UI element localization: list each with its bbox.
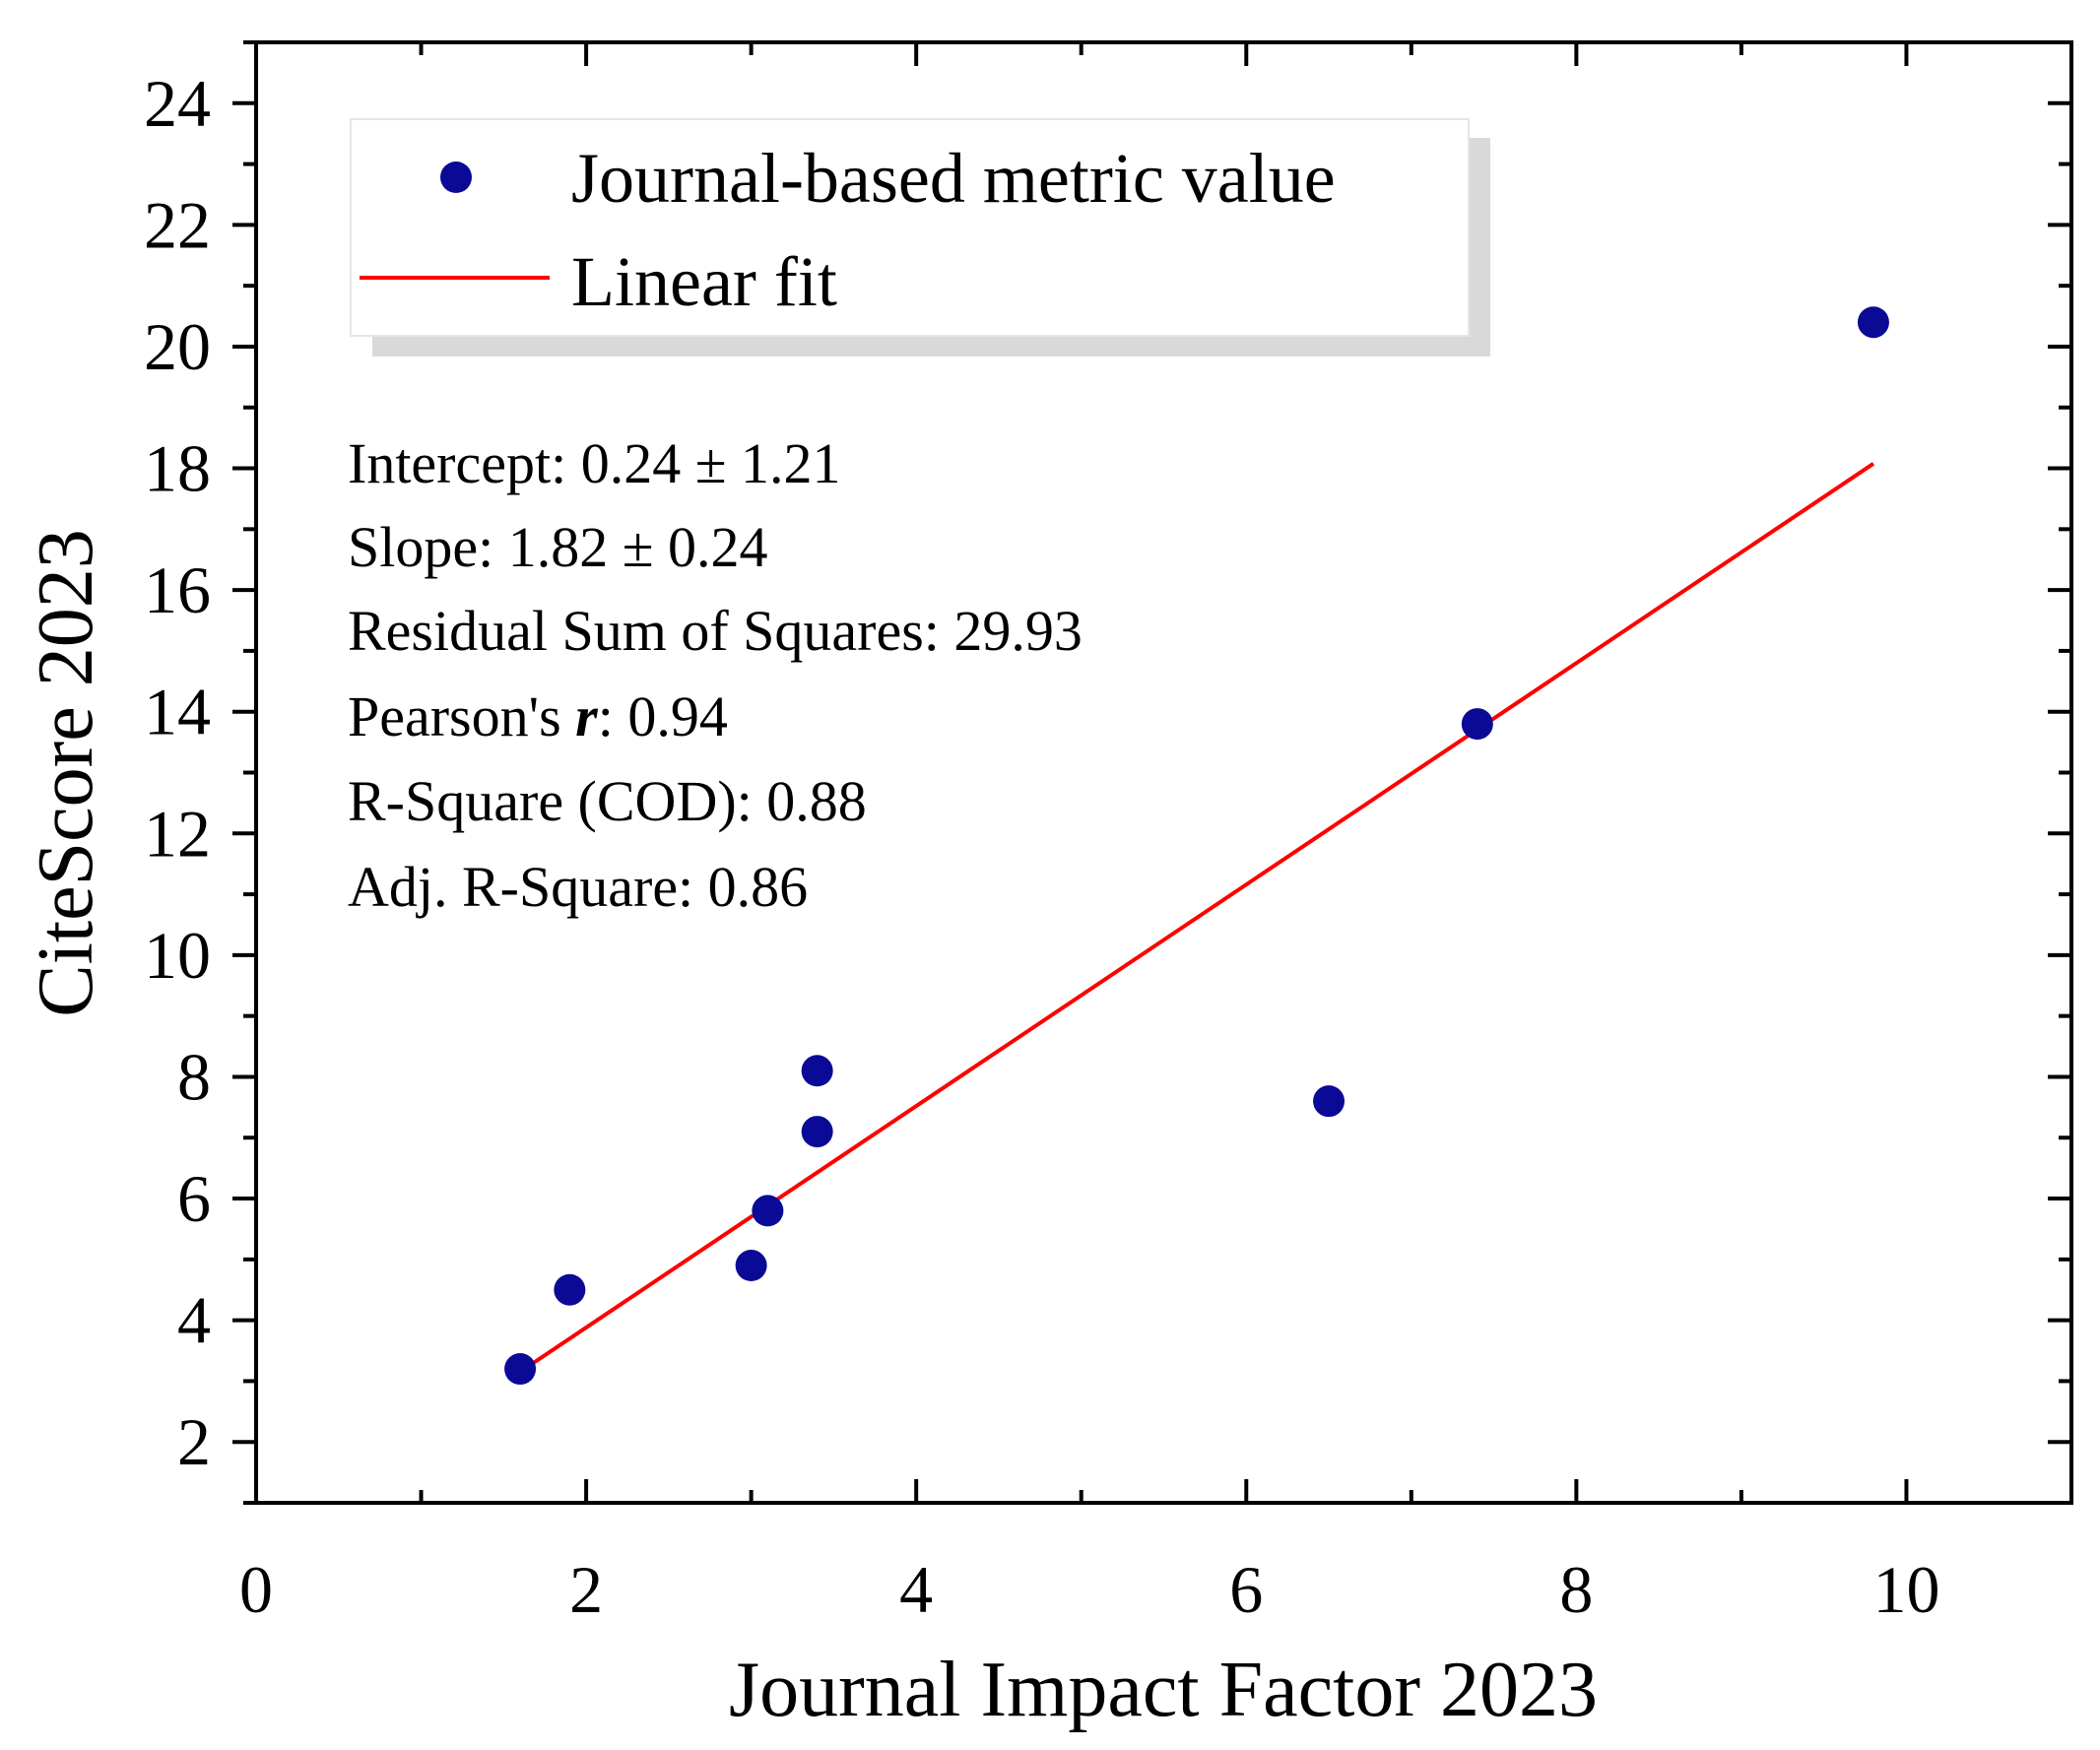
data-point <box>504 1353 537 1386</box>
axis-ticks <box>232 40 2073 1505</box>
y-tick-label: 8 <box>177 1039 211 1114</box>
fit-statistics: Intercept: 0.24 ± 1.21 Slope: 1.82 ± 0.2… <box>348 431 1083 919</box>
y-tick-label: 24 <box>144 66 211 141</box>
y-tick-label: 18 <box>144 431 211 506</box>
y-tick-label: 22 <box>144 187 211 262</box>
linear-fit-line <box>518 462 1875 1374</box>
data-points <box>504 306 1889 1386</box>
data-point <box>801 1055 833 1087</box>
x-tick-label: 6 <box>1229 1552 1263 1627</box>
legend-label-line: Linear fit <box>571 242 837 321</box>
y-tick-label: 14 <box>144 675 211 749</box>
data-point <box>801 1116 833 1148</box>
x-tick-label: 0 <box>239 1552 273 1627</box>
data-point <box>752 1195 784 1227</box>
data-point <box>735 1250 767 1282</box>
stat-pearson-value: : 0.94 <box>598 684 728 748</box>
legend: Journal-based metric value Linear fit <box>350 118 1490 356</box>
x-axis-title: Journal Impact Factor 2023 <box>729 1647 1598 1733</box>
legend-box <box>350 118 1470 337</box>
y-tick-label: 12 <box>144 796 211 871</box>
data-point <box>554 1273 586 1306</box>
data-point <box>1313 1085 1345 1118</box>
stat-r-square: R-Square (COD): 0.88 <box>348 769 867 833</box>
stat-pearson-symbol: r <box>575 684 598 748</box>
x-tick-label: 4 <box>899 1552 933 1627</box>
y-tick-label: 6 <box>177 1161 211 1236</box>
stat-slope: Slope: 1.82 ± 0.24 <box>348 515 768 579</box>
y-axis-title: CiteScore 2023 <box>23 529 109 1016</box>
x-tick-label: 10 <box>1872 1552 1939 1627</box>
y-tick-label: 10 <box>144 918 211 993</box>
data-point <box>1857 306 1889 339</box>
stat-adj-r-square: Adj. R-Square: 0.86 <box>348 855 808 919</box>
data-point <box>1461 708 1493 741</box>
stat-pearson: Pearson's r: 0.94 <box>348 684 728 748</box>
y-tick-label: 16 <box>144 552 211 627</box>
legend-label-scatter: Journal-based metric value <box>571 139 1336 218</box>
x-tick-label: 8 <box>1559 1552 1593 1627</box>
stat-pearson-prefix: Pearson's <box>348 684 575 748</box>
x-tick-label: 2 <box>569 1552 603 1627</box>
stat-intercept: Intercept: 0.24 ± 1.21 <box>348 431 841 495</box>
y-tick-label: 4 <box>177 1283 211 1358</box>
x-tick-labels: 0 2 4 6 8 10 <box>239 1552 1939 1627</box>
y-tick-label: 20 <box>144 309 211 384</box>
y-tick-label: 2 <box>177 1404 211 1479</box>
legend-marker-scatter <box>440 162 472 193</box>
stat-rss: Residual Sum of Squares: 29.93 <box>348 599 1083 663</box>
